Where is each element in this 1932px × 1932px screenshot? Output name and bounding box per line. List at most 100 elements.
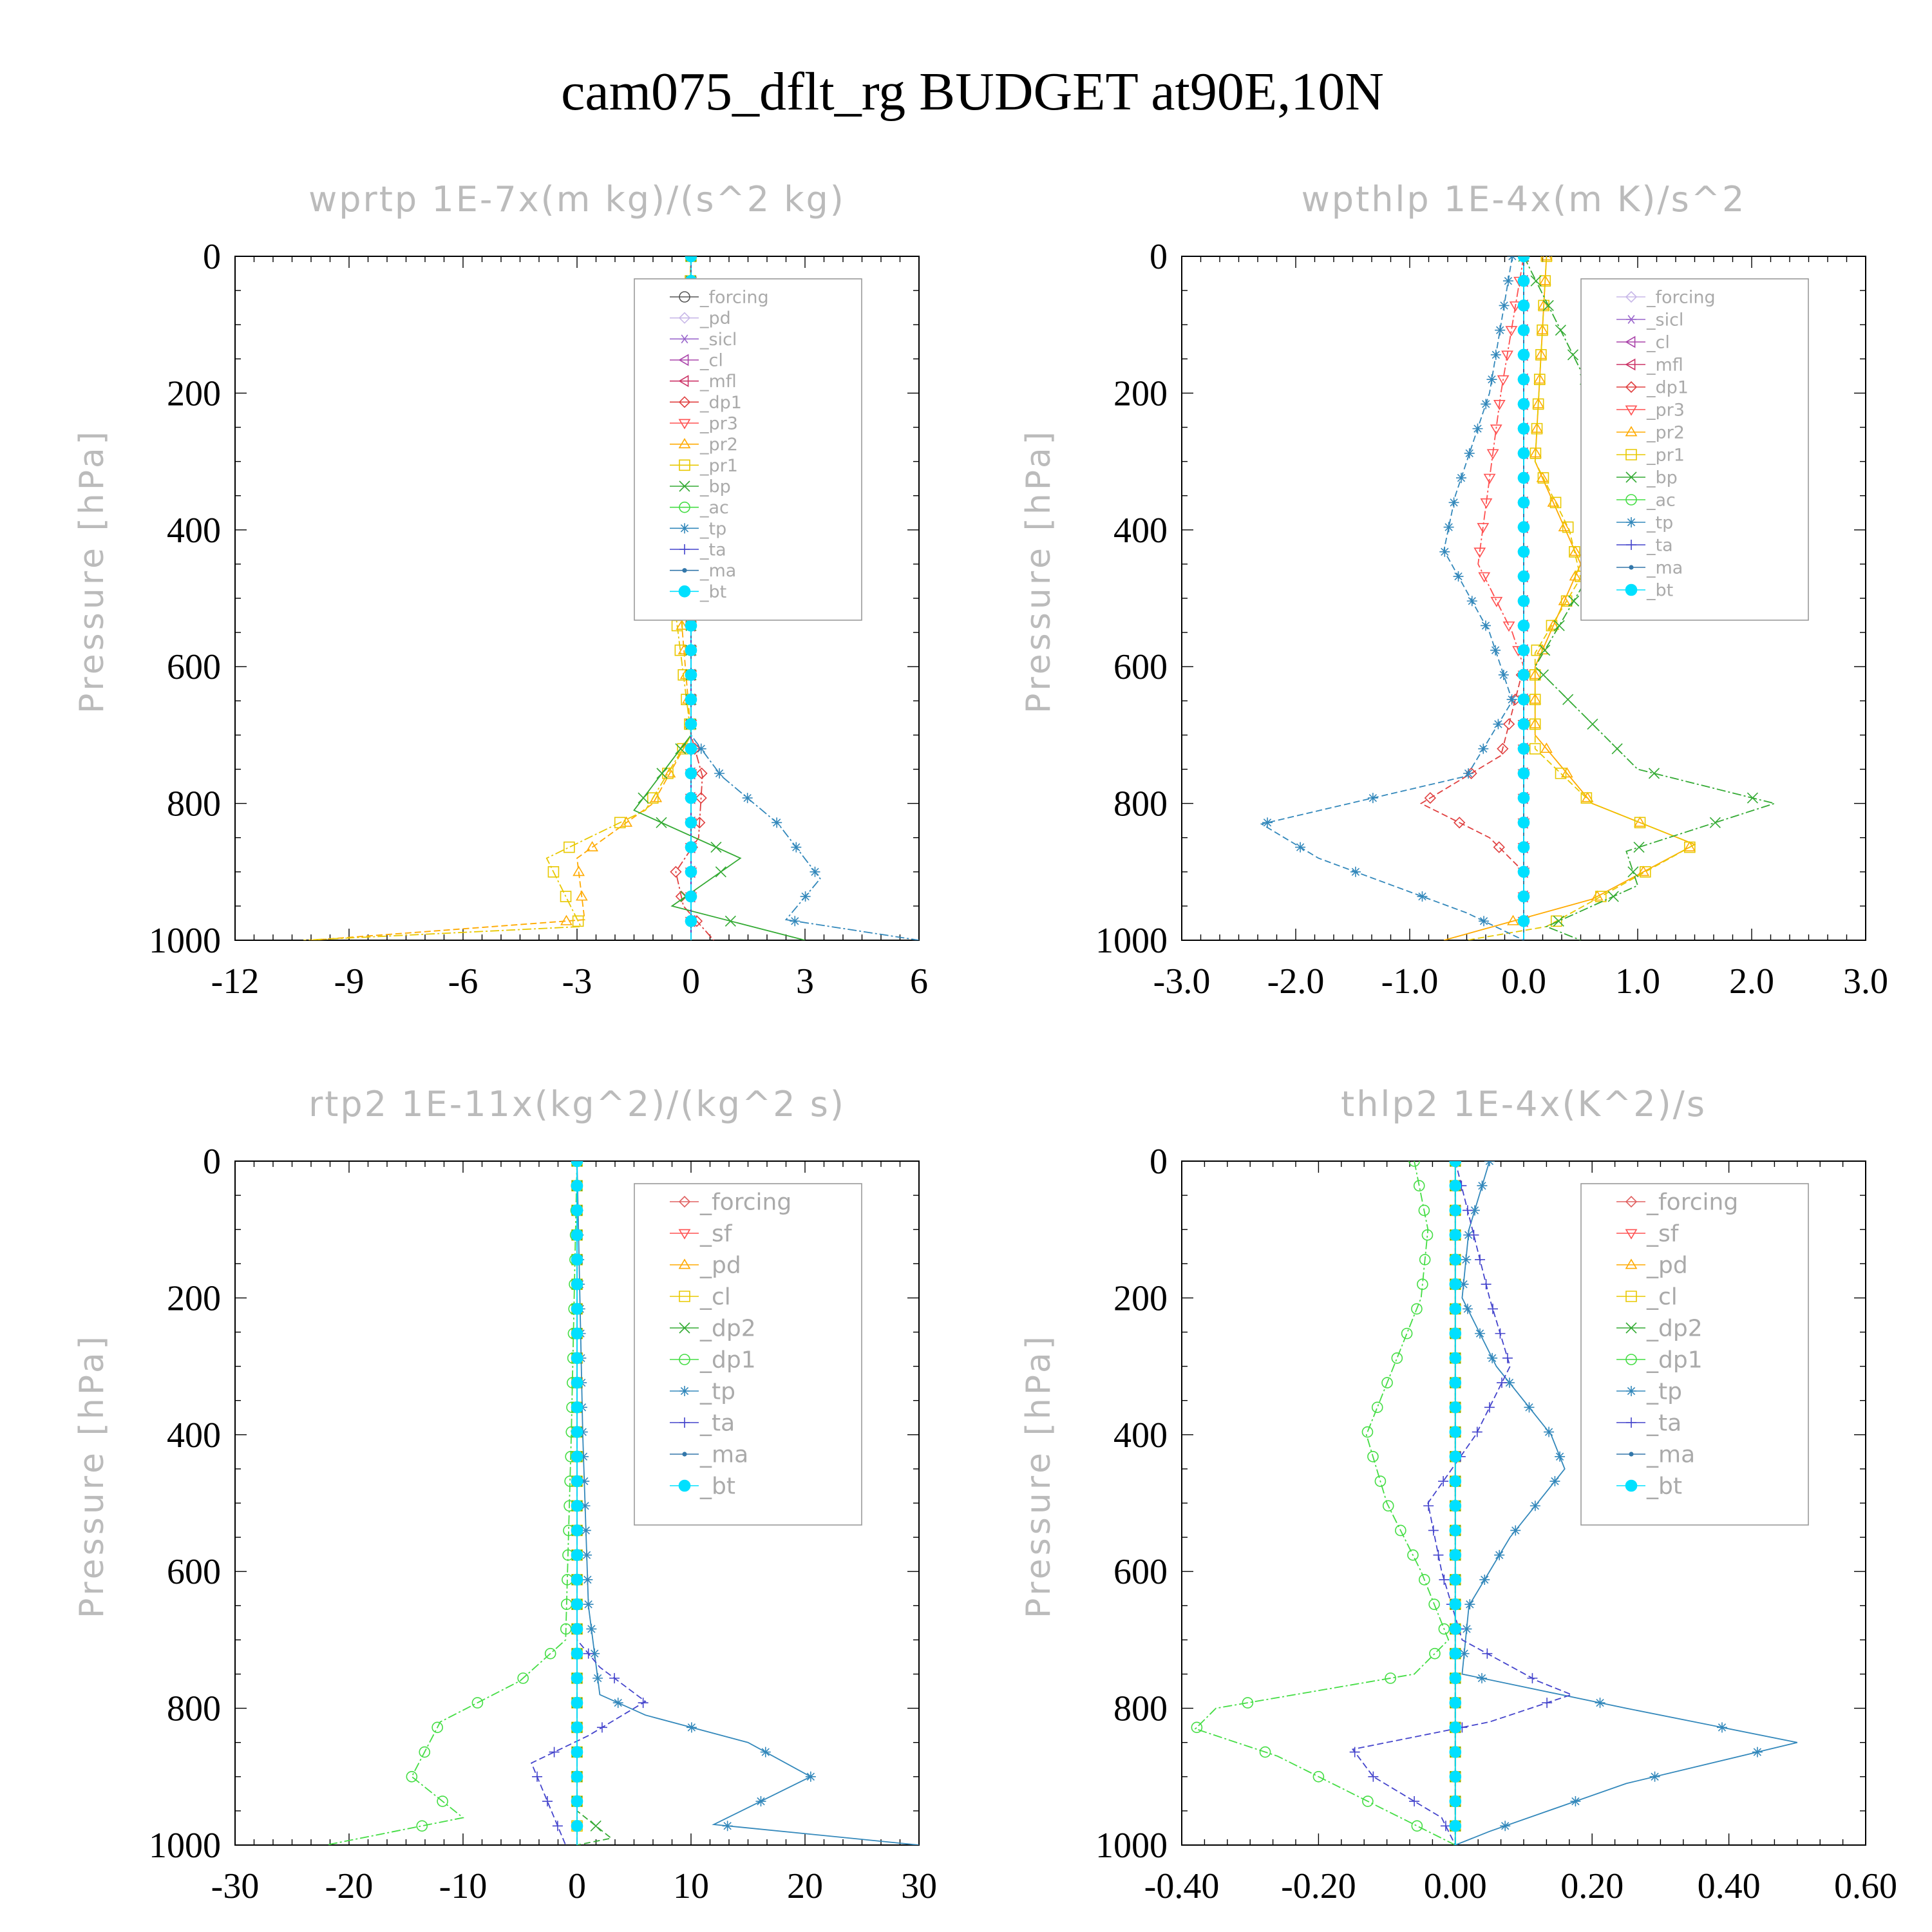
legend-item: _dp1 [1616, 377, 1689, 397]
series-marker [675, 890, 688, 903]
series-bt [1449, 1161, 1462, 1845]
legend-label: _mfl [1646, 355, 1683, 375]
legend-label: _dp1 [699, 1347, 756, 1374]
series-marker [1448, 497, 1459, 508]
series-marker [1449, 1327, 1462, 1340]
series-marker [1529, 743, 1541, 755]
legend-label: _pd [699, 1253, 741, 1279]
legend-swatch-marker [1625, 1322, 1637, 1334]
series-marker [1498, 669, 1509, 680]
legend-item: _dp1 [670, 1347, 756, 1374]
series-marker [571, 1573, 583, 1586]
series-marker [1262, 817, 1273, 828]
legend-swatch-marker [678, 1479, 691, 1492]
series-marker [647, 792, 659, 804]
series-marker [1449, 1204, 1462, 1217]
series-marker [1466, 596, 1477, 607]
y-tick-label: 0 [203, 1142, 221, 1182]
legend-box [1580, 1183, 1809, 1526]
series-marker [1472, 423, 1483, 434]
series-marker [1475, 1328, 1486, 1339]
legend-item: _mfl [670, 372, 737, 392]
series-marker [1501, 350, 1513, 361]
x-tick-label: 0.00 [1424, 1866, 1487, 1906]
series-marker [1517, 693, 1530, 706]
series-marker [1463, 768, 1474, 779]
legend-label: _bp [1646, 468, 1678, 488]
series-marker [1495, 1328, 1506, 1339]
series-marker [572, 915, 584, 927]
legend-label: _bp [699, 477, 731, 497]
series-marker [419, 1746, 431, 1758]
series-marker [1568, 595, 1580, 607]
legend-swatch-marker [678, 1195, 691, 1208]
legend-swatch-marker [679, 544, 690, 554]
x-tick-label: -2.0 [1267, 961, 1325, 1001]
series-marker [1560, 767, 1573, 778]
legend-item: _tp [670, 1379, 735, 1405]
series-marker [579, 1476, 590, 1487]
legend-item: _pr3 [670, 413, 738, 433]
legend-swatch-marker [678, 396, 691, 408]
series-marker [1580, 792, 1593, 804]
series-marker [1558, 520, 1571, 531]
series-marker [685, 693, 697, 706]
series-marker [571, 1161, 583, 1168]
legend-item: _forcing [670, 1189, 791, 1216]
series-marker [406, 1771, 418, 1783]
y-tick-label: 400 [1113, 1416, 1168, 1455]
series-marker [571, 1672, 583, 1685]
series-marker [580, 1501, 591, 1511]
legend-item: _pr2 [670, 435, 738, 455]
series-marker [685, 256, 697, 263]
series-marker [1507, 256, 1518, 261]
legend-label: _forcing [699, 1189, 791, 1216]
series-marker [1527, 1672, 1538, 1683]
series-marker [685, 890, 697, 903]
series-marker [1507, 914, 1519, 925]
series-marker [1461, 1624, 1472, 1634]
legend-item: _ta [1616, 535, 1673, 555]
series-marker [1517, 767, 1530, 780]
legend-item: _pr1 [1616, 445, 1685, 465]
series-marker [1570, 1796, 1581, 1807]
series-marker [810, 866, 820, 877]
series-marker [1449, 1475, 1462, 1488]
series-marker [571, 1721, 583, 1734]
legend-swatch-marker [1625, 1229, 1638, 1240]
series-marker [571, 1376, 583, 1389]
series-pr2 [1443, 256, 1696, 940]
series-marker [1462, 1303, 1473, 1314]
series-marker [1191, 1721, 1203, 1734]
x-tick-label: 3 [796, 961, 814, 1001]
series-marker [1567, 349, 1579, 361]
series-marker [1449, 1179, 1462, 1192]
y-tick-label: 800 [167, 1689, 221, 1729]
series-marker [580, 1525, 591, 1536]
series-marker [1517, 841, 1530, 853]
series-bt [571, 1161, 583, 1845]
series-marker [590, 1820, 601, 1832]
legend-swatch-marker [678, 1229, 691, 1240]
legend-item: _dp2 [670, 1316, 756, 1342]
legend-item: _dp2 [1616, 1316, 1703, 1342]
series-marker [431, 1721, 443, 1734]
series-marker [1505, 326, 1518, 337]
series-marker [582, 1549, 592, 1560]
series-marker [1464, 1599, 1475, 1610]
x-tick-label: 0.40 [1698, 1866, 1761, 1906]
legend-label: _sicl [699, 330, 737, 350]
series-line [1523, 256, 1777, 940]
y-tick-label: 800 [167, 784, 221, 824]
legend-label: _ma [699, 561, 736, 581]
series-marker [714, 768, 725, 779]
series-marker [575, 890, 588, 901]
series-marker [1486, 449, 1499, 460]
series-marker [1458, 1279, 1469, 1290]
series-marker [1517, 545, 1530, 558]
series-marker [1517, 866, 1530, 878]
series-marker [1502, 276, 1513, 287]
panel-title: rtp2 1E-11x(kg^2)/(kg^2 s) [308, 1084, 846, 1124]
legend-label: _cl [1646, 1284, 1678, 1311]
